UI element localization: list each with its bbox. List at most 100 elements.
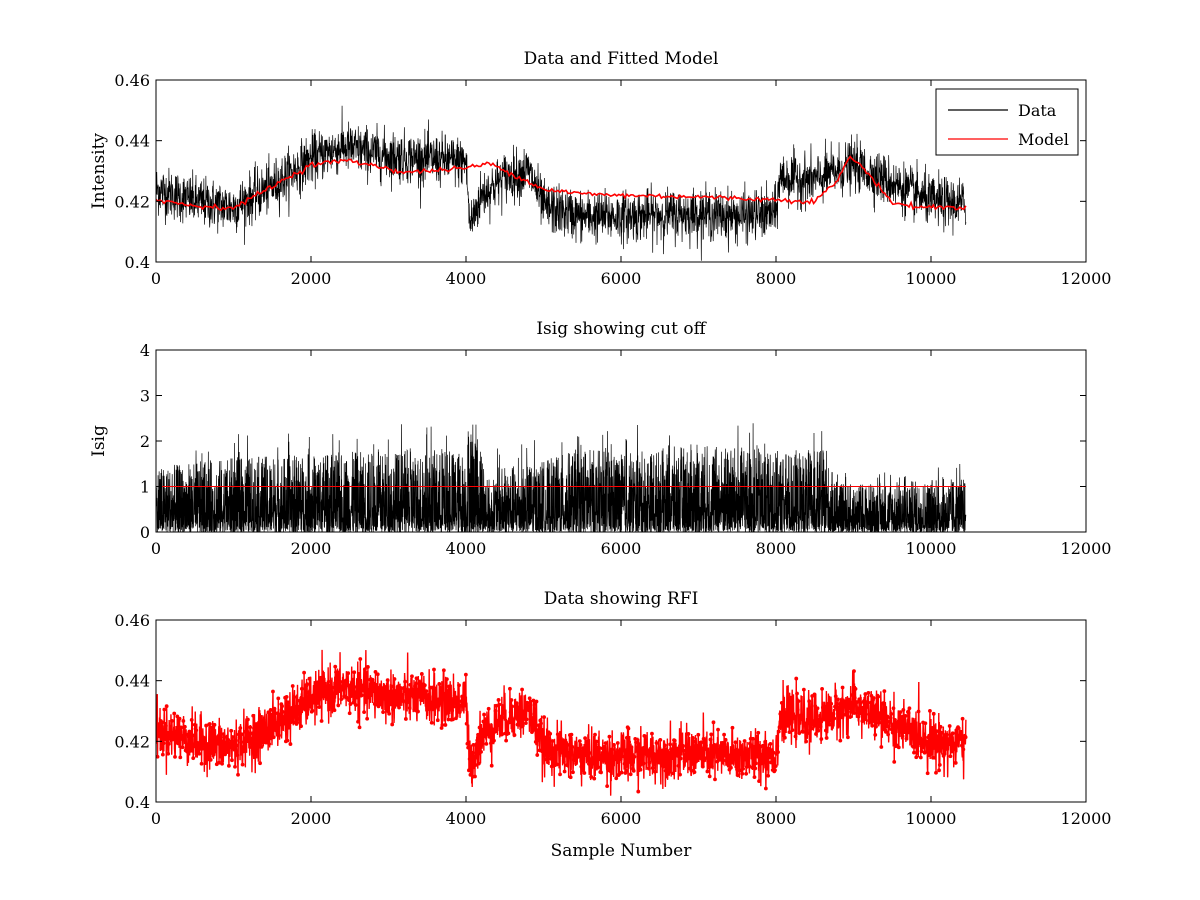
- data-point: [263, 737, 268, 742]
- data-point: [706, 759, 711, 764]
- data-point: [533, 739, 538, 744]
- data-point: [390, 722, 395, 727]
- data-point: [739, 744, 744, 748]
- data-point: [577, 739, 582, 744]
- data-point: [394, 696, 398, 701]
- data-point: [732, 754, 736, 758]
- data-point: [877, 711, 882, 716]
- data-point: [252, 726, 256, 731]
- data-point: [561, 759, 566, 764]
- data-point: [907, 706, 912, 711]
- data-point: [741, 766, 745, 771]
- data-point: [484, 741, 489, 746]
- data-point: [367, 693, 372, 698]
- data-point: [482, 719, 487, 724]
- data-point: [716, 727, 720, 732]
- data-point: [425, 700, 430, 704]
- data-point: [498, 714, 502, 719]
- data-point: [717, 750, 722, 755]
- data-point: [883, 729, 888, 734]
- data-point: [719, 741, 724, 745]
- data-point: [172, 711, 177, 716]
- data-point: [559, 750, 564, 755]
- data-point: [278, 718, 283, 722]
- data-point: [723, 737, 728, 742]
- data-point: [194, 728, 199, 733]
- data-point: [261, 717, 266, 722]
- data-point: [328, 679, 333, 684]
- data-point: [948, 754, 953, 759]
- data-point: [593, 732, 597, 737]
- data-point: [733, 740, 738, 745]
- data-point: [242, 745, 247, 750]
- data-point: [547, 736, 552, 741]
- data-point: [182, 734, 187, 738]
- data-point: [385, 678, 390, 683]
- data-point: [492, 729, 497, 734]
- data-point: [259, 744, 264, 749]
- data-point: [192, 722, 197, 727]
- x-tick-label: 4000: [446, 809, 487, 828]
- data-point: [171, 732, 176, 737]
- data-point: [513, 715, 518, 720]
- data-point: [571, 770, 575, 775]
- data-point: [215, 735, 220, 740]
- data-point: [363, 674, 368, 679]
- data-point: [801, 729, 805, 734]
- data-point: [882, 689, 887, 694]
- data-point: [341, 684, 346, 689]
- data-point: [310, 708, 315, 713]
- data-point: [275, 711, 280, 716]
- data-point: [707, 755, 711, 760]
- data-point: [624, 735, 629, 740]
- data-point: [404, 700, 409, 705]
- data-point: [330, 685, 335, 690]
- data-point: [358, 657, 363, 661]
- data-point: [823, 704, 828, 709]
- data-point: [880, 715, 885, 720]
- data-point: [918, 755, 923, 760]
- data-point: [855, 706, 860, 711]
- data-point: [918, 741, 922, 746]
- x-tick-label: 8000: [756, 269, 797, 288]
- data-point: [411, 691, 416, 696]
- data-point: [671, 771, 676, 776]
- data-point: [703, 743, 708, 748]
- data-point: [235, 753, 240, 758]
- data-point: [240, 762, 245, 767]
- data-point: [542, 715, 546, 720]
- data-point: [691, 739, 696, 744]
- data-point: [846, 735, 850, 740]
- data-point: [420, 688, 425, 693]
- data-point: [678, 756, 683, 761]
- data-point: [303, 704, 308, 708]
- data-point: [410, 674, 414, 679]
- data-point: [536, 728, 540, 732]
- data-point: [756, 730, 761, 735]
- data-point: [833, 704, 837, 709]
- data-point: [469, 761, 474, 765]
- data-point: [565, 742, 570, 747]
- data-point: [437, 682, 442, 686]
- data-point: [856, 714, 861, 719]
- data-point: [435, 718, 440, 723]
- data-point: [545, 751, 550, 756]
- data-point: [686, 732, 691, 736]
- data-point: [180, 745, 185, 750]
- data-point: [179, 725, 183, 730]
- data-point: [349, 694, 354, 699]
- data-point: [620, 754, 625, 759]
- data-point: [211, 752, 216, 757]
- data-point: [530, 728, 535, 733]
- data-point: [818, 724, 823, 729]
- data-point: [202, 736, 207, 740]
- data-point: [702, 758, 707, 763]
- data-point: [387, 711, 392, 716]
- data-point: [937, 763, 942, 767]
- data-point: [637, 764, 641, 769]
- data-point: [181, 719, 186, 723]
- data-point: [213, 748, 218, 753]
- data-point: [724, 758, 729, 763]
- data-point: [418, 680, 423, 685]
- data-point: [544, 757, 549, 762]
